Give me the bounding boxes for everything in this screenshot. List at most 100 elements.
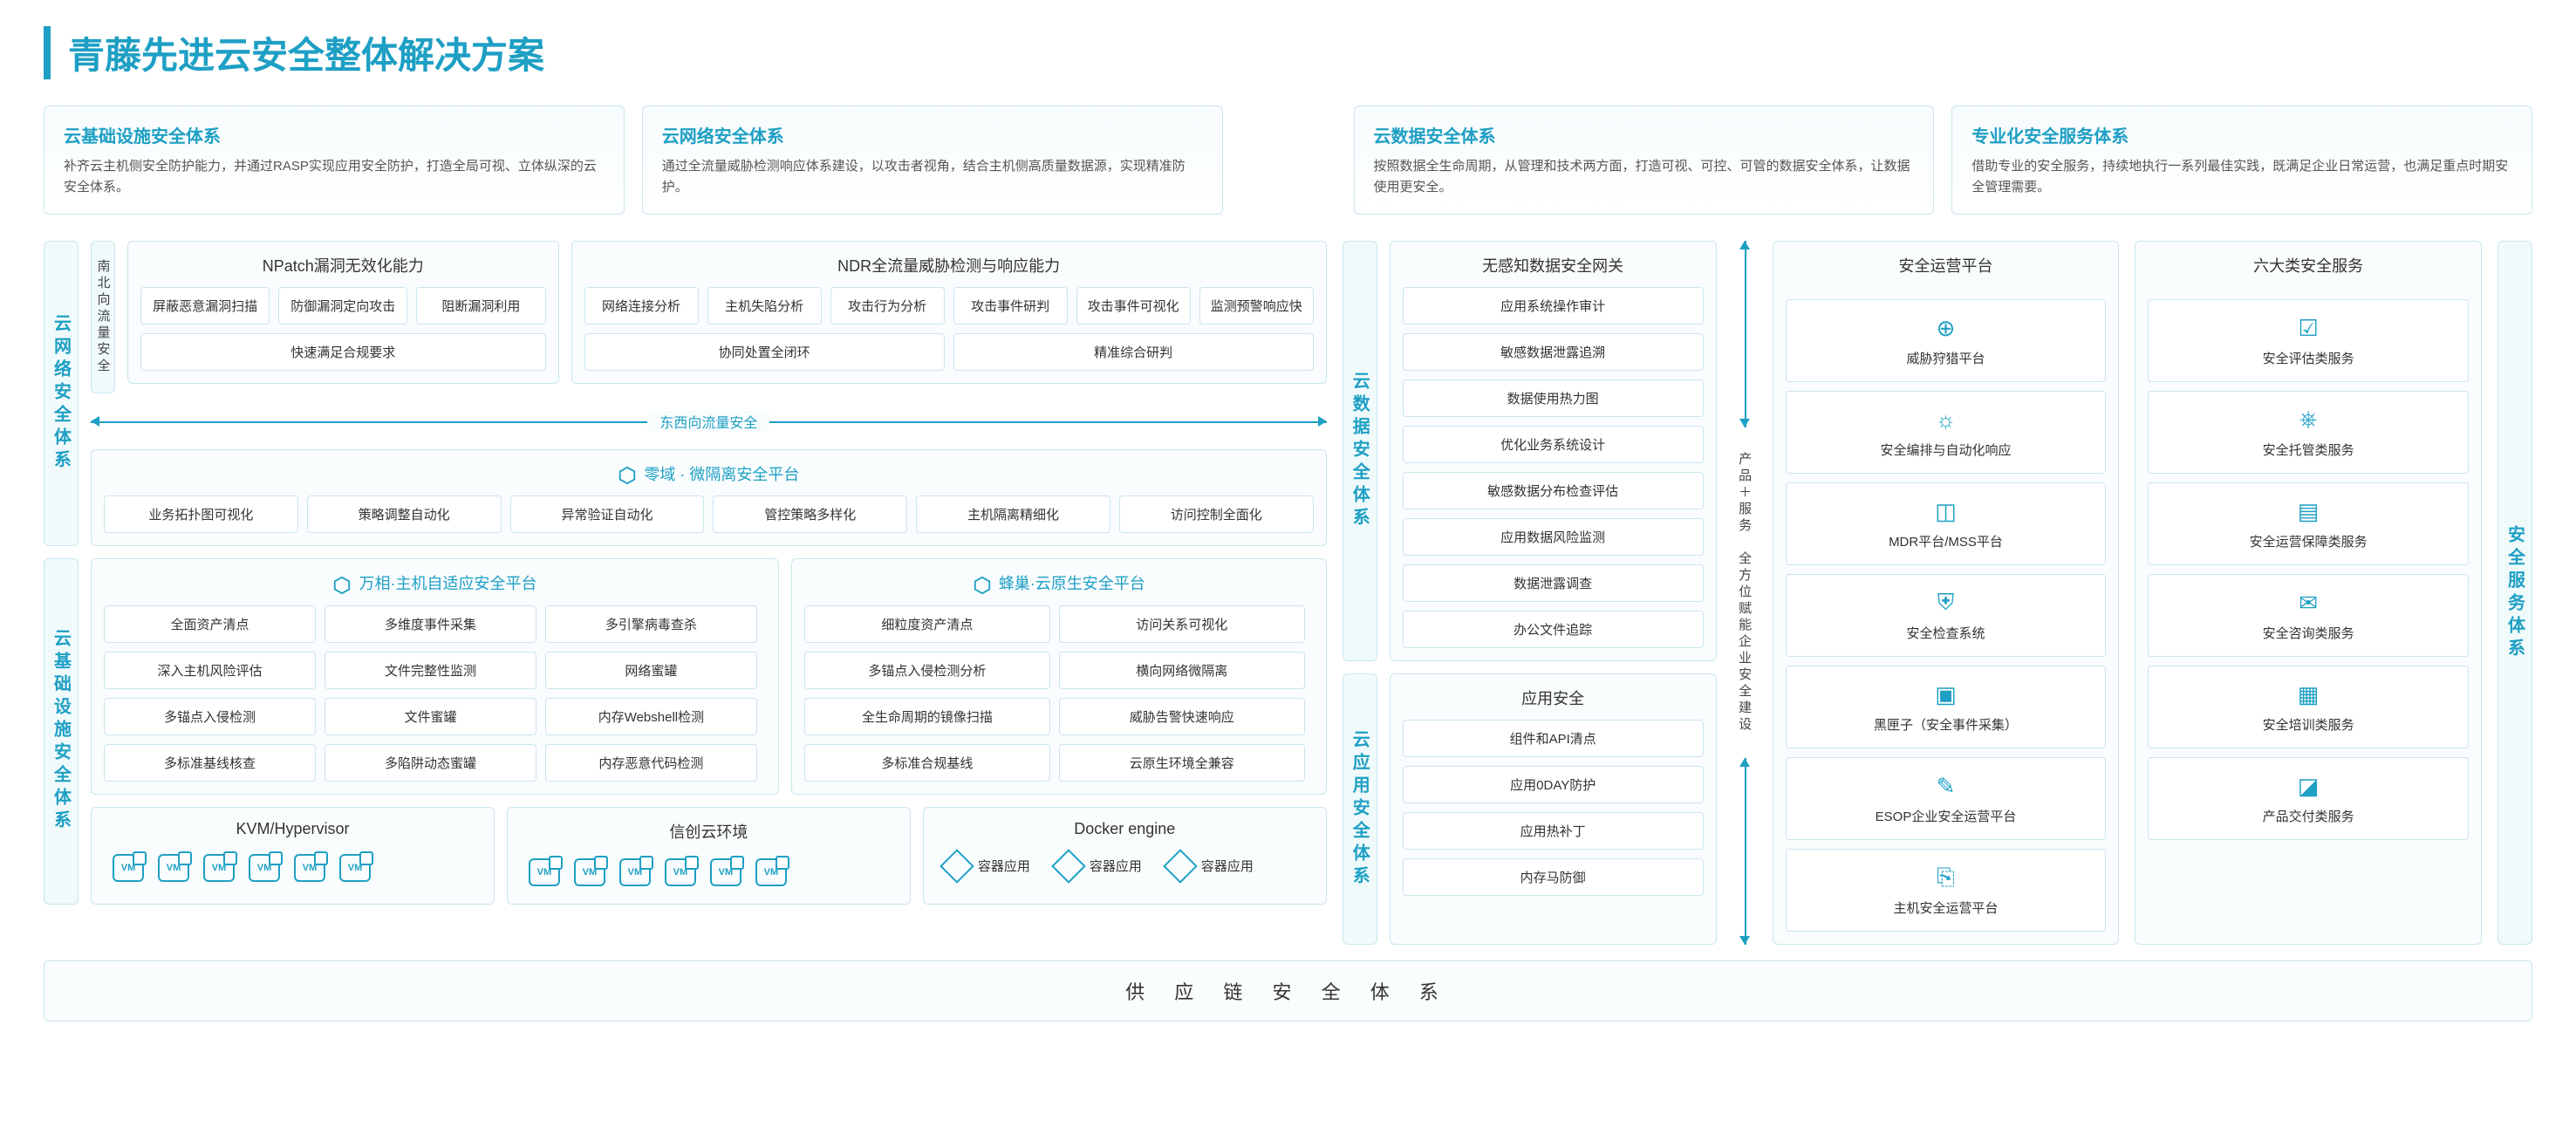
cell: 应用系统操作审计 [1403, 287, 1704, 324]
panel-title: 信创云环境 [520, 820, 898, 843]
panel-title: KVM/Hypervisor [104, 820, 482, 838]
cell: 深入主机风险评估 [104, 652, 316, 689]
docker-apps: 容器应用容器应用容器应用 [936, 849, 1314, 884]
xinchuang-panel: 信创云环境 VMVMVMVMVMVM [507, 807, 911, 905]
panel-title: NDR全流量威胁检测与响应能力 [584, 254, 1314, 277]
footer-bar: 供 应 链 安 全 体 系 [44, 960, 2532, 1021]
panel-title: 应用安全 [1403, 687, 1704, 709]
micro-cells: 业务拓扑图可视化策略调整自动化异常验证自动化管控策略多样化主机隔离精细化访问控制… [104, 495, 1314, 533]
cell: 敏感数据泄露追溯 [1403, 333, 1704, 371]
vm-icon: VM [574, 858, 605, 886]
cell: 网络连接分析 [584, 287, 699, 324]
service-card: ⎈安全托管类服务 [2148, 391, 2469, 474]
vlabel-app: 云应用安全体系 [1343, 673, 1377, 945]
cube-icon [1051, 849, 1086, 884]
top-card-desc: 补齐云主机侧安全防护能力，并通过RASP实现应用安全防护，打造全局可视、立体纵深… [64, 156, 605, 198]
wanxiang-cells: 全面资产清点多维度事件采集多引擎病毒查杀深入主机风险评估文件完整性监测网络蜜罐多… [104, 605, 766, 782]
cell: 内存恶意代码检测 [545, 744, 757, 782]
cell: 全生命周期的镜像扫描 [804, 698, 1050, 735]
services-panel: 六大类安全服务 ☑安全评估类服务⎈安全托管类服务▤安全运营保障类服务✉安全咨询类… [2135, 241, 2482, 945]
service-card: ▣黑匣子（安全事件采集） [1786, 666, 2107, 748]
panel-title: 万相·主机自适应安全平台 [104, 571, 766, 594]
gateway-cells: 应用系统操作审计敏感数据泄露追溯数据使用热力图优化业务系统设计敏感数据分布检查评… [1403, 287, 1704, 648]
top-card-title: 云数据安全体系 [1374, 122, 1915, 147]
service-icon: ◫ [1931, 497, 1959, 525]
cell: 多引擎病毒查杀 [545, 605, 757, 643]
vm-icon: VM [529, 858, 560, 886]
services-items: ☑安全评估类服务⎈安全托管类服务▤安全运营保障类服务✉安全咨询类服务▦安全培训类… [2148, 299, 2469, 932]
panel-title: NPatch漏洞无效化能力 [140, 254, 546, 277]
panel-title: 安全运营平台 [1786, 254, 2107, 277]
cell: 数据使用热力图 [1403, 379, 1704, 417]
service-icon: ⎈ [2294, 406, 2322, 434]
vm-icon: VM [710, 858, 741, 886]
cell: 攻击事件研判 [953, 287, 1068, 324]
cube-label: 容器应用 [978, 857, 1030, 875]
top-card-title: 云基础设施安全体系 [64, 122, 605, 147]
cell: 协同处置全闭环 [584, 333, 945, 371]
vm-icon: VM [619, 858, 651, 886]
top-cards-row: 云基础设施安全体系 补齐云主机侧安全防护能力，并通过RASP实现应用安全防护，打… [44, 106, 2532, 215]
cube-icon [1163, 849, 1198, 884]
top-card-data: 云数据安全体系 按照数据全生命周期，从管理和技术两方面，打造可视、可控、可管的数… [1354, 106, 1935, 215]
service-label: 威胁狩猎平台 [1906, 349, 1985, 367]
service-card: ▤安全运营保障类服务 [2148, 482, 2469, 565]
fengchao-cells: 细粒度资产清点访问关系可视化多锚点入侵检测分析横向网络微隔离全生命周期的镜像扫描… [804, 605, 1314, 782]
main-grid: 云网络安全体系 南北向流量安全 NPatch漏洞无效化能力 屏蔽恶意漏洞扫描防御… [44, 241, 2532, 945]
cell: 文件完整性监测 [325, 652, 536, 689]
cell: 办公文件追踪 [1403, 611, 1704, 648]
mid-arrow [1732, 241, 1757, 427]
panel-title: 六大类安全服务 [2148, 254, 2469, 277]
service-icon: ⊕ [1931, 314, 1959, 342]
cell: 应用0DAY防护 [1403, 766, 1704, 803]
top-card-service: 专业化安全服务体系 借助专业的安全服务，持续地执行一系列最佳实践，既满足企业日常… [1951, 106, 2532, 215]
cell: 屏蔽恶意漏洞扫描 [140, 287, 270, 324]
service-card: ▦安全培训类服务 [2148, 666, 2469, 748]
appsec-cells: 组件和API清点应用0DAY防护应用热补丁内存马防御 [1403, 720, 1704, 896]
cell: 防御漏洞定向攻击 [278, 287, 407, 324]
cell: 主机隔离精细化 [916, 495, 1110, 533]
vm-icon: VM [113, 854, 144, 882]
panel-title: Docker engine [936, 820, 1314, 838]
cell: 数据泄露调查 [1403, 564, 1704, 602]
cube-label: 容器应用 [1090, 857, 1142, 875]
cube-icon [940, 849, 974, 884]
vm-icon: VM [665, 858, 696, 886]
micro-panel: 零域 · 微隔离安全平台 业务拓扑图可视化策略调整自动化异常验证自动化管控策略多… [91, 449, 1327, 546]
service-card: ⛨安全检查系统 [1786, 574, 2107, 657]
cell: 横向网络微隔离 [1059, 652, 1305, 689]
vlabel-network: 云网络安全体系 [44, 241, 79, 546]
panel-title: 蜂巢·云原生安全平台 [804, 571, 1314, 594]
cell: 快速满足合规要求 [140, 333, 546, 371]
cell: 文件蜜罐 [325, 698, 536, 735]
service-label: 安全运营保障类服务 [2250, 532, 2368, 550]
top-card-network: 云网络安全体系 通过全流量威胁检测响应体系建设，以攻击者视角，结合主机侧高质量数… [642, 106, 1223, 215]
top-card-title: 专业化安全服务体系 [1971, 122, 2512, 147]
vm-icon: VM [249, 854, 280, 882]
service-label: 主机安全运营平台 [1893, 898, 1998, 917]
top-card-infra: 云基础设施安全体系 补齐云主机侧安全防护能力，并通过RASP实现应用安全防护，打… [44, 106, 625, 215]
cell: 优化业务系统设计 [1403, 426, 1704, 463]
cell: 应用数据风险监测 [1403, 518, 1704, 556]
cell: 攻击行为分析 [830, 287, 945, 324]
cell: 应用热补丁 [1403, 812, 1704, 850]
cell: 网络蜜罐 [545, 652, 757, 689]
cell: 内存Webshell检测 [545, 698, 757, 735]
service-label: ESOP企业安全运营平台 [1876, 807, 2017, 825]
cell: 管控策略多样化 [713, 495, 907, 533]
vm-icon: VM [203, 854, 235, 882]
kvm-panel: KVM/Hypervisor VMVMVMVMVMVM [91, 807, 495, 905]
cell: 异常验证自动化 [510, 495, 705, 533]
top-card-desc: 按照数据全生命周期，从管理和技术两方面，打造可视、可控、可管的数据安全体系，让数… [1374, 156, 1915, 198]
cell: 多标准合规基线 [804, 744, 1050, 782]
service-label: 黑匣子（安全事件采集） [1874, 715, 2018, 734]
ew-label: 东西向流量安全 [647, 411, 769, 432]
cell: 敏感数据分布检查评估 [1403, 472, 1704, 509]
ndr-panel: NDR全流量威胁检测与响应能力 网络连接分析主机失陷分析攻击行为分析攻击事件研判… [571, 241, 1327, 384]
cell: 多陷阱动态蜜罐 [325, 744, 536, 782]
top-card-desc: 通过全流量威胁检测响应体系建设，以攻击者视角，结合主机侧高质量数据源，实现精准防… [662, 156, 1203, 198]
cell: 多锚点入侵检测 [104, 698, 316, 735]
fengchao-panel: 蜂巢·云原生安全平台 细粒度资产清点访问关系可视化多锚点入侵检测分析横向网络微隔… [791, 558, 1327, 794]
service-label: 安全编排与自动化响应 [1880, 441, 2011, 459]
service-card: ☼安全编排与自动化响应 [1786, 391, 2107, 474]
